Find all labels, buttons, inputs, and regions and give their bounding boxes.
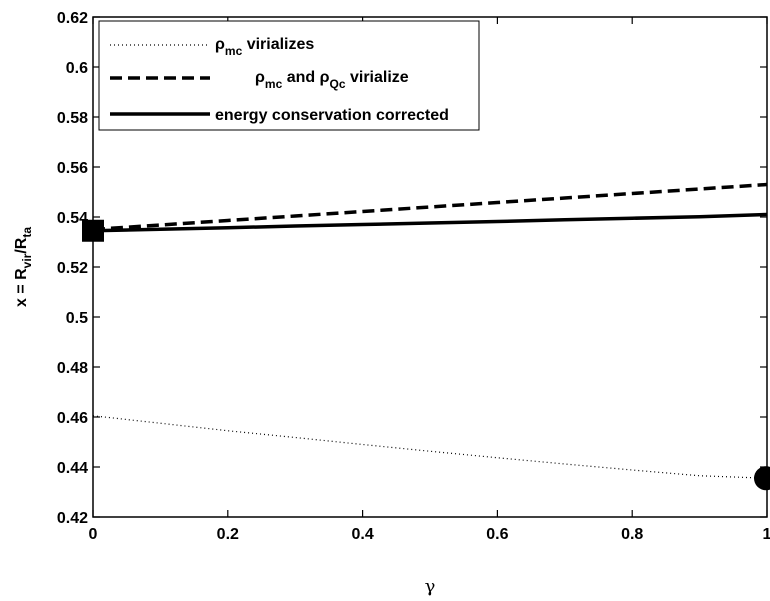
y-tick-label: 0.54 <box>57 210 88 227</box>
legend: ρmc virializes ρmc and ρQc virialize ene… <box>98 20 480 131</box>
x-tick-label: 0.6 <box>486 526 508 543</box>
y-axis-title-mid: /R <box>13 237 30 253</box>
x-axis-title: γ <box>425 576 436 596</box>
y-tick-label: 0.6 <box>66 60 88 77</box>
y-tick-label: 0.44 <box>57 460 88 477</box>
legend-entry-2-sub2: Qc <box>330 77 346 91</box>
x-tick-label: 0.2 <box>217 526 239 543</box>
y-tick-label: 0.52 <box>57 260 88 277</box>
y-axis-title-sub2: ta <box>20 227 34 238</box>
y-tick-label: 0.48 <box>57 360 88 377</box>
legend-entry-2: ρmc and ρQc virialize <box>215 69 440 91</box>
x-tick-label: 1 <box>763 526 770 543</box>
x-tick-label: 0.4 <box>351 526 373 543</box>
y-axis-title-prefix: x = R <box>13 268 30 307</box>
series-layer <box>92 182 768 479</box>
legend-entry-1: ρmc virializes <box>215 36 314 58</box>
legend-entry-1-sub: mc <box>225 44 243 58</box>
marker-square <box>82 219 104 242</box>
legend-entry-2-text: and <box>282 69 319 86</box>
legend-box <box>98 20 480 131</box>
legend-entry-2-text2: virialize <box>346 69 409 86</box>
y-tick-label: 0.58 <box>57 110 88 127</box>
marker-circle <box>754 466 770 491</box>
y-tick-label: 0.46 <box>57 410 88 427</box>
y-tick-label: 0.5 <box>66 310 88 327</box>
series-line-dashed <box>92 182 768 232</box>
y-tick-label: 0.62 <box>57 10 88 27</box>
legend-entry-2-symbol: ρ <box>255 69 265 86</box>
x-tick-label: 0 <box>89 526 98 543</box>
series-line-solid <box>92 212 768 233</box>
y-axis-title: x = Rvir/Rta <box>13 227 34 307</box>
tick-layer: 0 0.2 0.4 0.6 0.8 1 0.42 0.44 0.46 0.48 0.5 0.52 0.5… <box>57 10 770 543</box>
legend-entry-2-symbol2: ρ <box>320 69 330 86</box>
y-tick-label: 0.42 <box>57 510 88 527</box>
legend-entry-1-symbol: ρ <box>215 36 225 53</box>
marker-layer <box>82 219 770 491</box>
x-tick-label: 0.8 <box>621 526 643 543</box>
legend-entry-2-sub: mc <box>265 77 283 91</box>
legend-entry-3: energy conservation corrected <box>215 107 449 124</box>
y-axis-title-sub1: vir <box>20 253 34 268</box>
legend-entry-1-text: virializes <box>242 36 314 53</box>
y-tick-label: 0.56 <box>57 160 88 177</box>
series-line-dotted <box>92 415 768 479</box>
